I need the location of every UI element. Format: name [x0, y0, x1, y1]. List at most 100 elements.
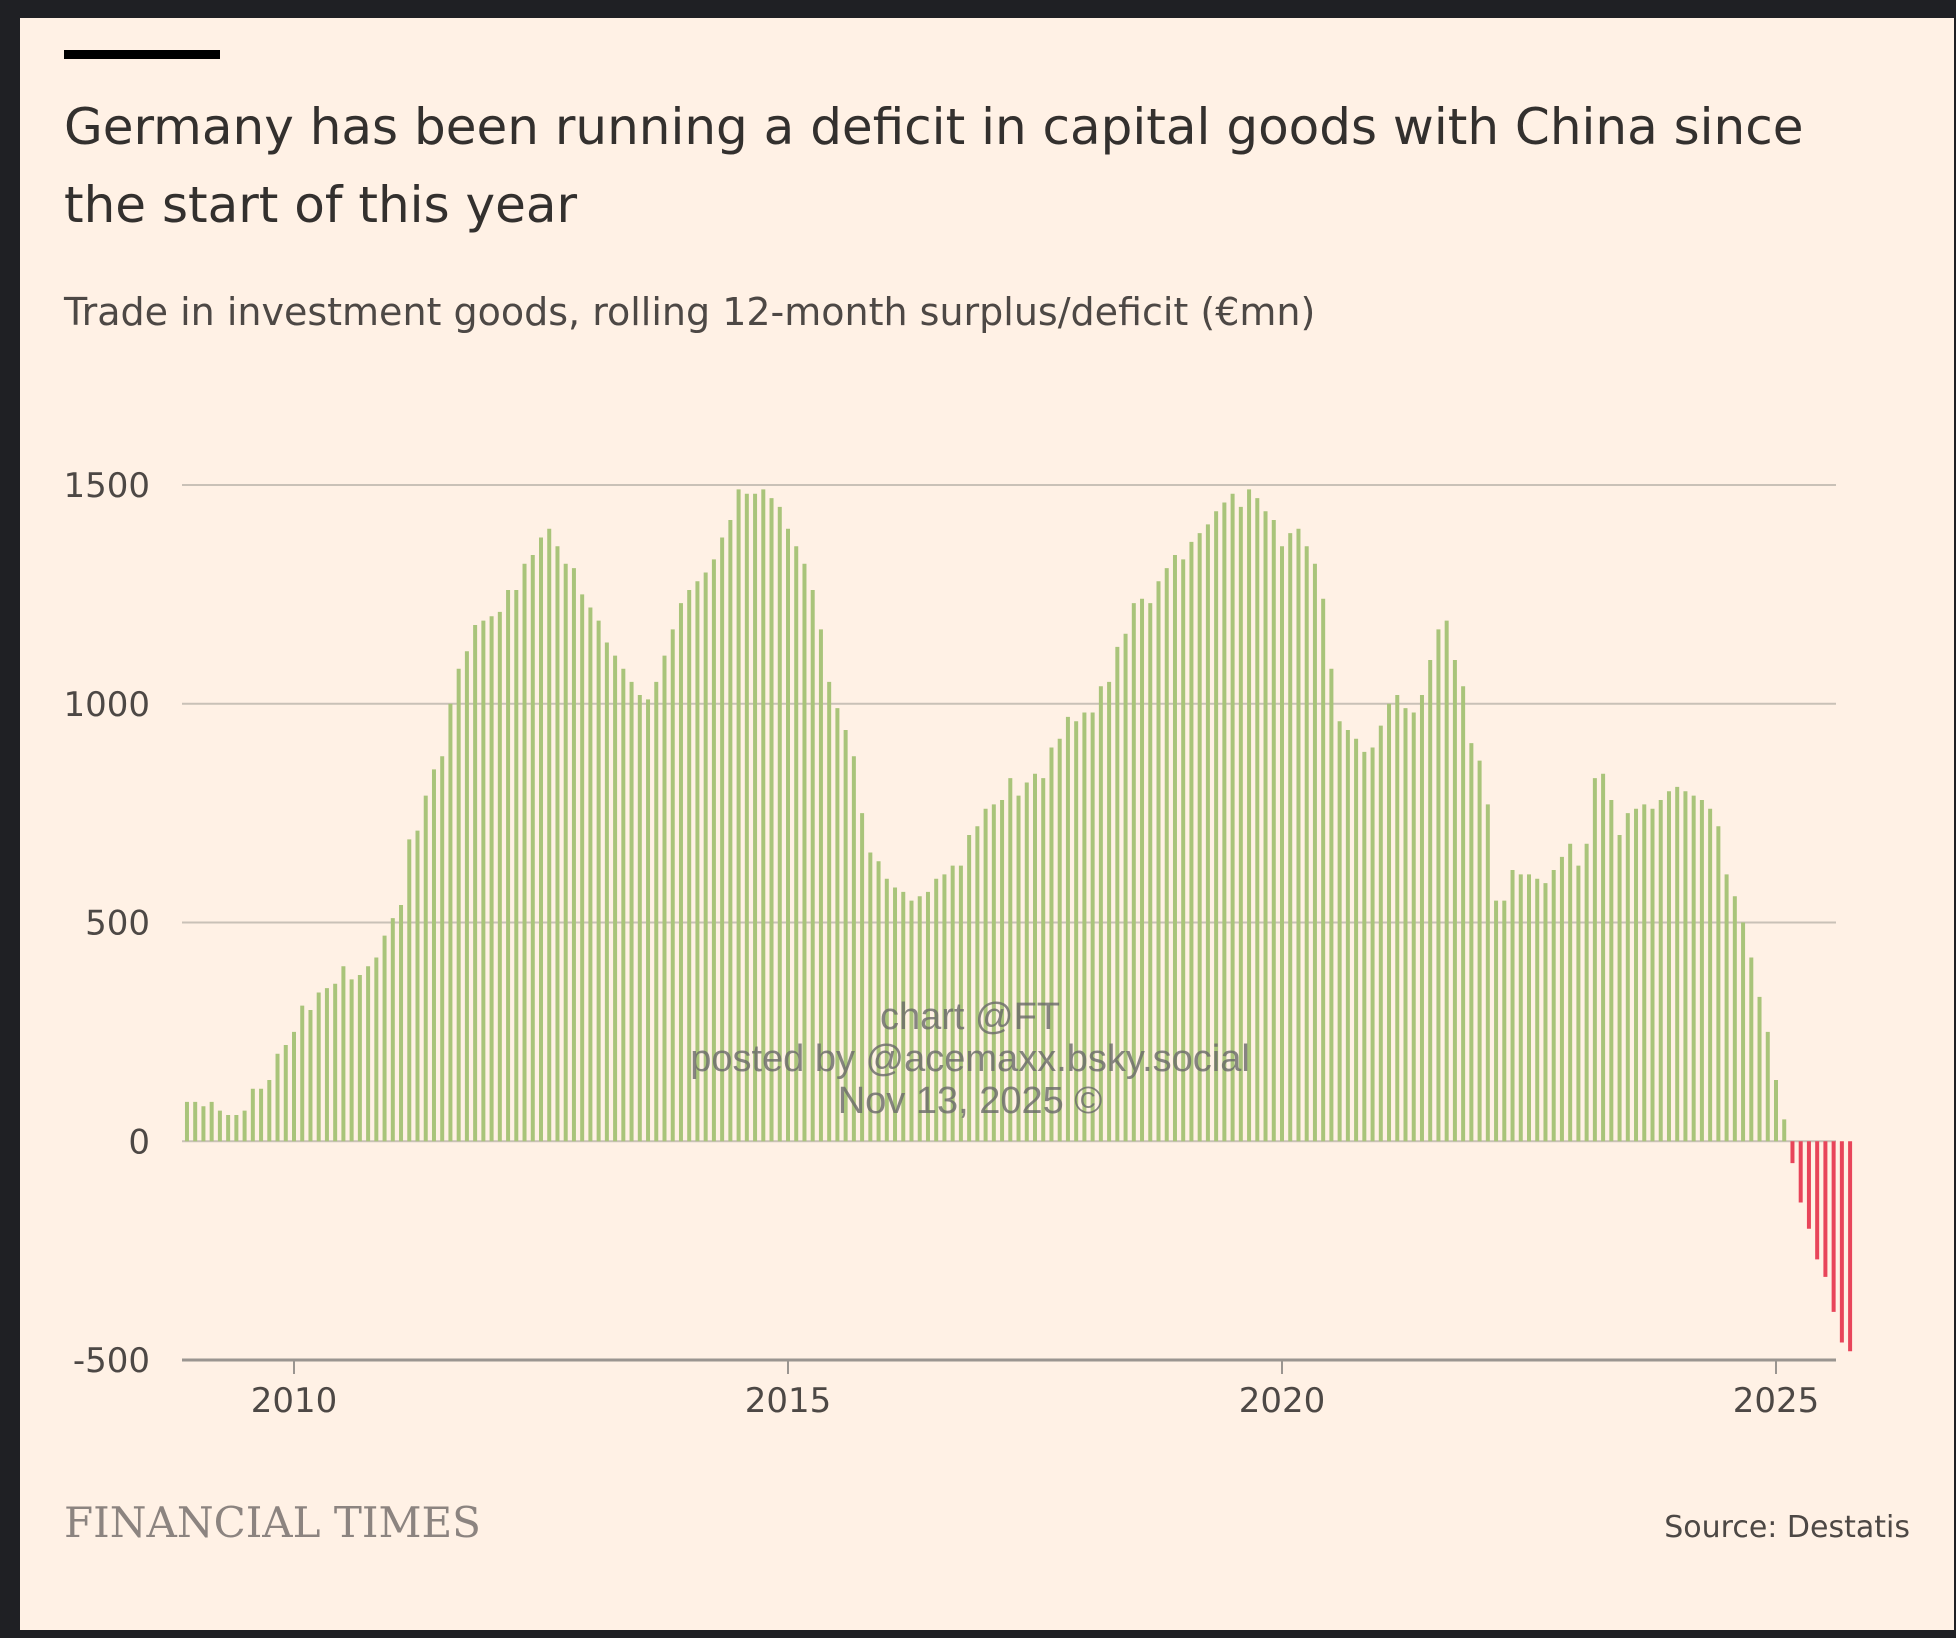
bar	[1765, 1031, 1770, 1142]
bar	[1535, 878, 1540, 1142]
bar	[250, 1088, 255, 1142]
bar	[341, 966, 346, 1142]
bar	[695, 581, 700, 1142]
watermark: chart @FT posted by @acemaxx.bsky.social…	[620, 996, 1320, 1122]
source-note: Source: Destatis	[1664, 1510, 1910, 1545]
ft-logo: FINANCIAL TIMES	[64, 1498, 481, 1547]
bar	[604, 642, 609, 1142]
bar	[1049, 747, 1054, 1142]
bar	[1222, 502, 1227, 1142]
bar	[893, 887, 898, 1142]
bar	[1345, 730, 1350, 1142]
bar	[489, 616, 494, 1142]
bar	[399, 905, 404, 1142]
bar	[382, 935, 387, 1142]
bar	[316, 992, 321, 1142]
bar	[1181, 559, 1186, 1142]
bar	[201, 1106, 206, 1142]
bar	[1469, 743, 1474, 1142]
bar	[1848, 1141, 1853, 1352]
bar	[646, 699, 651, 1142]
bar	[1148, 603, 1153, 1142]
bar	[1601, 773, 1606, 1142]
bar	[1354, 738, 1359, 1142]
bar	[1255, 498, 1260, 1142]
bar	[835, 708, 840, 1142]
bar	[1782, 1119, 1787, 1142]
bar	[786, 528, 790, 1142]
bar	[1362, 751, 1367, 1142]
bar	[366, 966, 371, 1142]
bar	[1716, 826, 1721, 1142]
bar	[1033, 773, 1037, 1142]
bar	[967, 835, 972, 1142]
bar	[1609, 800, 1614, 1142]
bar	[1082, 712, 1087, 1142]
bar	[1008, 778, 1013, 1142]
bar	[703, 572, 708, 1142]
watermark-line-1: chart @FT	[879, 996, 1061, 1038]
bar	[563, 563, 568, 1142]
bar	[1666, 791, 1671, 1142]
bar	[1164, 568, 1169, 1142]
bar	[1568, 843, 1573, 1142]
x-tick-label: 2020	[1239, 1381, 1326, 1421]
bar	[1592, 778, 1597, 1142]
bar	[744, 493, 749, 1142]
bar	[1057, 738, 1062, 1142]
bar	[1485, 804, 1490, 1142]
bar	[1378, 725, 1383, 1142]
bar	[1024, 782, 1029, 1142]
bar	[440, 756, 445, 1142]
bar	[1749, 957, 1754, 1142]
bar	[308, 1010, 313, 1142]
bar	[1839, 1141, 1844, 1343]
chart-title: Germany has been running a deficit in ca…	[64, 98, 1804, 234]
bar	[1419, 695, 1424, 1142]
bar	[1205, 524, 1210, 1142]
bar	[506, 590, 511, 1142]
bar	[662, 655, 667, 1142]
bar	[514, 590, 519, 1142]
bar	[1337, 721, 1342, 1142]
bar	[1090, 712, 1095, 1142]
bar	[1584, 843, 1589, 1142]
bar	[1436, 629, 1441, 1142]
bar	[1815, 1141, 1820, 1260]
bar	[678, 603, 683, 1142]
bar	[333, 983, 338, 1142]
bar	[473, 625, 478, 1142]
bar	[193, 1101, 198, 1142]
bar	[209, 1101, 214, 1142]
bar	[357, 975, 362, 1142]
bar	[1123, 633, 1128, 1142]
bar	[539, 537, 543, 1142]
bar	[1708, 808, 1713, 1142]
bar	[827, 681, 832, 1142]
bar	[925, 891, 930, 1142]
bar	[292, 1031, 296, 1142]
bar	[1559, 856, 1564, 1142]
bar	[728, 520, 733, 1142]
bar	[1247, 489, 1252, 1142]
bar	[810, 590, 815, 1142]
bar	[530, 555, 535, 1142]
bar	[1724, 874, 1729, 1142]
bar	[1131, 603, 1136, 1142]
bar	[234, 1115, 239, 1142]
bar	[407, 839, 412, 1142]
y-tick-label: -500	[73, 1341, 150, 1381]
bar	[555, 546, 560, 1142]
bar	[983, 808, 988, 1142]
bar	[217, 1110, 222, 1142]
bar	[711, 559, 716, 1142]
bar	[1304, 546, 1309, 1142]
bar	[1452, 660, 1457, 1142]
y-tick-label: 1500	[63, 466, 150, 506]
bar	[1189, 541, 1194, 1142]
bar	[1576, 865, 1581, 1142]
bar	[1774, 1080, 1778, 1142]
bar	[1288, 533, 1293, 1142]
bar	[1156, 581, 1161, 1142]
bar	[596, 620, 601, 1142]
